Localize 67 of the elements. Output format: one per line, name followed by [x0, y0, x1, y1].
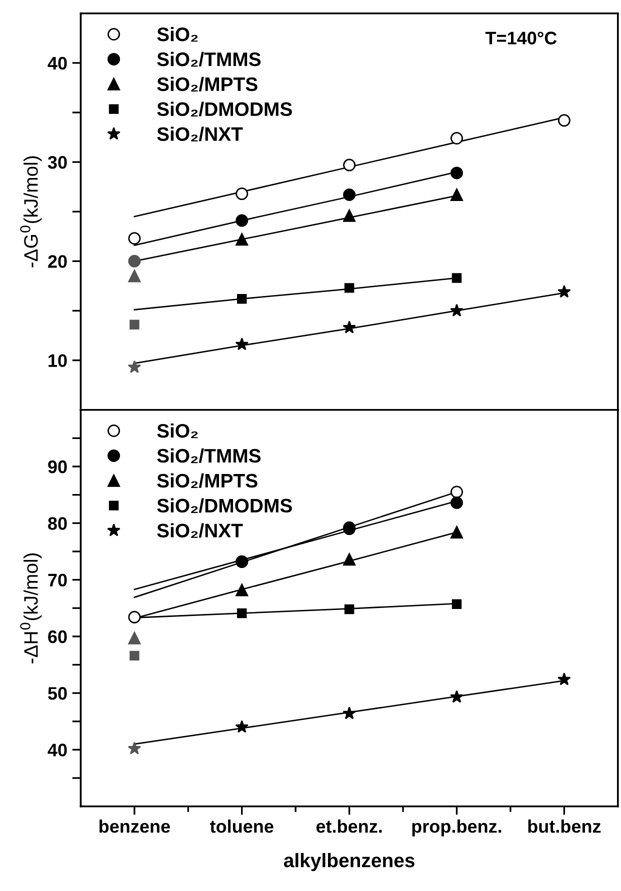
point — [450, 690, 464, 703]
point — [344, 283, 354, 293]
x-tick-label: toluene — [210, 820, 274, 833]
point — [235, 337, 249, 350]
point — [450, 304, 464, 316]
legend-label: SiO₂/NXT — [157, 126, 243, 142]
legend-label: SiO₂/TMMS — [157, 448, 261, 464]
x-tick-label: benzene — [100, 820, 170, 833]
point — [236, 584, 248, 596]
point — [343, 209, 356, 222]
legend-label: SiO₂/TMMS — [157, 52, 261, 67]
point — [343, 188, 356, 202]
point — [450, 486, 463, 498]
point — [342, 320, 356, 334]
point — [237, 608, 247, 618]
point — [236, 214, 248, 227]
y-tick-label: 40 — [48, 56, 67, 70]
x-axis-title: alkylbenzenes — [284, 853, 414, 872]
point — [128, 742, 142, 754]
point — [236, 188, 248, 200]
point — [450, 526, 463, 538]
legend-label: SiO₂/MPTS — [157, 76, 258, 92]
point — [237, 294, 247, 304]
point — [130, 650, 140, 661]
point — [128, 270, 141, 282]
point — [450, 166, 463, 180]
point — [128, 632, 141, 644]
point — [128, 610, 141, 624]
point — [236, 233, 248, 246]
point — [130, 320, 140, 330]
point — [558, 672, 571, 686]
point — [128, 232, 141, 245]
point — [452, 599, 462, 610]
point — [342, 706, 356, 720]
y-tick-label: 80 — [48, 517, 67, 530]
point — [128, 360, 142, 373]
legend-label: SiO₂/DMODMS — [157, 102, 292, 116]
x-tick-label: et.benz. — [316, 820, 382, 833]
legend-label: SiO₂/DMODMS — [157, 498, 292, 513]
y-tick-label: 90 — [48, 460, 67, 474]
y-tick-label: 50 — [48, 687, 67, 700]
legend-label: SiO₂ — [157, 26, 198, 42]
y-tick-label: 30 — [48, 156, 67, 169]
point — [128, 254, 141, 268]
legend-label: SiO₂/NXT — [157, 523, 243, 538]
point — [344, 604, 354, 614]
legend-label: SiO₂/MPTS — [157, 473, 258, 488]
y-axis-title: -ΔH$^{0}$(kJ/mol) — [20, 553, 42, 664]
y-tick-label: 10 — [48, 354, 67, 368]
point — [450, 188, 463, 202]
annotation: T=140°C — [485, 32, 557, 44]
point — [558, 114, 570, 127]
point — [343, 158, 356, 172]
legend-label: SiO₂ — [157, 423, 198, 438]
point — [558, 284, 571, 298]
y-tick-label: 60 — [48, 630, 67, 644]
x-tick-label: prop.benz. — [412, 820, 502, 836]
point — [450, 496, 463, 510]
point — [235, 720, 249, 733]
y-axis-title: -ΔG$^{0}$(kJ/mol) — [20, 156, 42, 268]
point — [450, 132, 463, 145]
y-tick-label: 20 — [48, 255, 67, 268]
y-tick-label: 40 — [48, 744, 67, 756]
x-tick-label: but.benz — [528, 820, 601, 833]
point — [452, 273, 462, 283]
point — [343, 553, 356, 566]
y-tick-label: 70 — [48, 574, 67, 587]
